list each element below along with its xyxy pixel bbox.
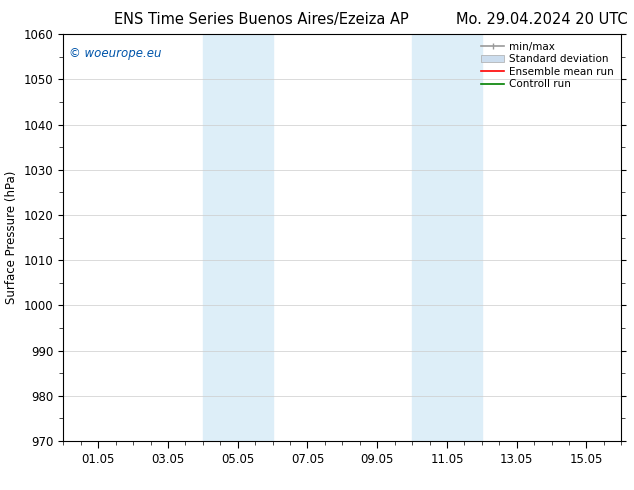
- Text: ENS Time Series Buenos Aires/Ezeiza AP: ENS Time Series Buenos Aires/Ezeiza AP: [114, 12, 409, 27]
- Bar: [203, 34, 273, 441]
- Y-axis label: Surface Pressure (hPa): Surface Pressure (hPa): [5, 171, 18, 304]
- Text: Mo. 29.04.2024 20 UTC: Mo. 29.04.2024 20 UTC: [456, 12, 628, 27]
- Legend: min/max, Standard deviation, Ensemble mean run, Controll run: min/max, Standard deviation, Ensemble me…: [479, 40, 616, 92]
- Text: © woeurope.eu: © woeurope.eu: [69, 47, 162, 59]
- Bar: [412, 34, 482, 441]
